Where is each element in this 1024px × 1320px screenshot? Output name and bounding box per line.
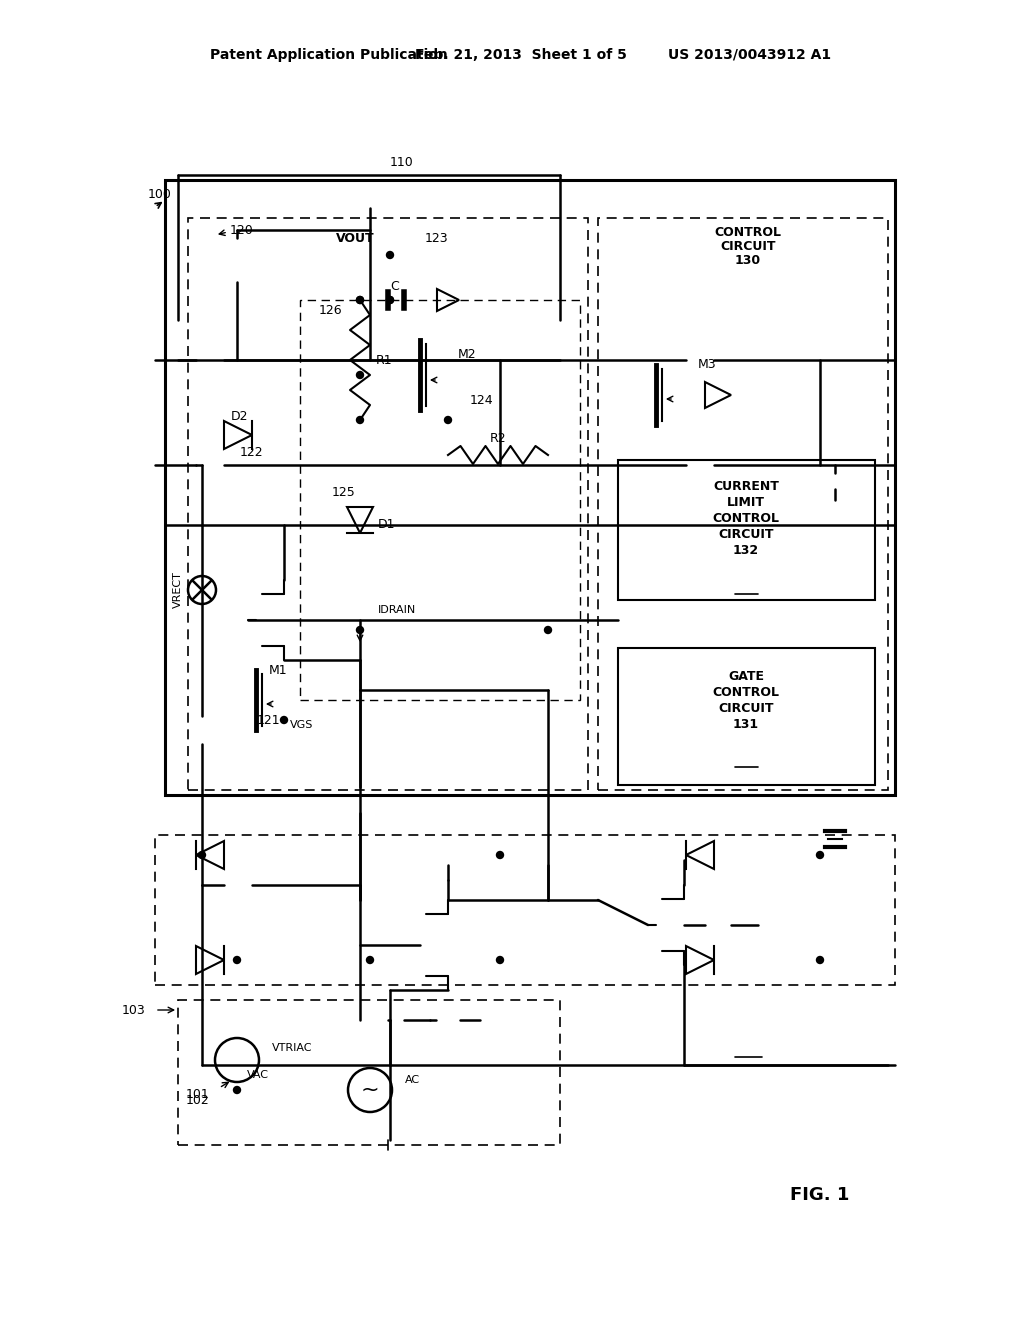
Text: CONTROL: CONTROL [713,685,779,698]
Bar [188,218,588,789]
Circle shape [199,851,206,858]
Text: Feb. 21, 2013  Sheet 1 of 5: Feb. 21, 2013 Sheet 1 of 5 [415,48,627,62]
Text: 120: 120 [230,223,254,236]
Circle shape [356,417,364,424]
Text: CONTROL: CONTROL [713,512,779,525]
Bar [598,218,888,789]
Text: 103: 103 [121,1003,145,1016]
Text: LIMIT: LIMIT [727,496,765,510]
Text: VGS: VGS [290,719,313,730]
Text: VTRIAC: VTRIAC [272,1043,312,1053]
Text: AC: AC [406,1074,420,1085]
Circle shape [281,717,288,723]
Text: ~: ~ [360,1080,379,1100]
Text: CIRCUIT: CIRCUIT [718,528,774,541]
Text: M3: M3 [698,359,717,371]
Text: VRECT: VRECT [173,572,183,609]
Bar [618,459,874,601]
Circle shape [545,627,552,634]
Text: VOUT: VOUT [336,231,375,244]
Circle shape [386,297,393,304]
Text: FIG. 1: FIG. 1 [791,1185,850,1204]
Bar [155,836,895,985]
Text: R1: R1 [376,354,392,367]
Circle shape [233,957,241,964]
Circle shape [497,957,504,964]
Text: CURRENT: CURRENT [713,480,779,494]
Text: M1: M1 [268,664,288,676]
Text: 110: 110 [390,156,414,169]
Text: M2: M2 [458,348,476,362]
Text: IDRAIN: IDRAIN [378,605,416,615]
Bar [178,1001,560,1144]
Bar [165,180,895,795]
Text: 100: 100 [148,189,172,202]
Text: 101: 101 [185,1089,209,1101]
Text: 124: 124 [470,393,494,407]
Circle shape [356,297,364,304]
Circle shape [356,297,364,304]
Text: 121: 121 [256,714,280,726]
Bar [618,648,874,785]
Text: US 2013/0043912 A1: US 2013/0043912 A1 [668,48,831,62]
Circle shape [497,851,504,858]
Text: D1: D1 [378,519,395,532]
Text: GATE: GATE [728,669,764,682]
Text: CIRCUIT: CIRCUIT [718,701,774,714]
Text: 123: 123 [425,231,449,244]
Circle shape [816,957,823,964]
Text: 126: 126 [318,304,342,317]
Circle shape [386,297,393,304]
Text: C: C [390,280,399,293]
Text: CONTROL: CONTROL [715,227,781,239]
Text: 122: 122 [240,446,263,459]
Bar [300,300,580,700]
Text: 130: 130 [735,255,761,268]
Circle shape [816,851,823,858]
Circle shape [444,417,452,424]
Text: 125: 125 [331,486,355,499]
Text: 102: 102 [185,1093,209,1106]
Text: R2: R2 [489,433,506,446]
Circle shape [356,627,364,634]
Circle shape [356,371,364,379]
Circle shape [367,957,374,964]
Circle shape [233,1086,241,1093]
Text: CIRCUIT: CIRCUIT [720,240,776,253]
Text: D2: D2 [231,411,249,424]
Text: 132: 132 [733,544,759,557]
Text: Patent Application Publication: Patent Application Publication [210,48,447,62]
Circle shape [386,252,393,259]
Text: 131: 131 [733,718,759,730]
Text: VAC: VAC [247,1071,269,1080]
